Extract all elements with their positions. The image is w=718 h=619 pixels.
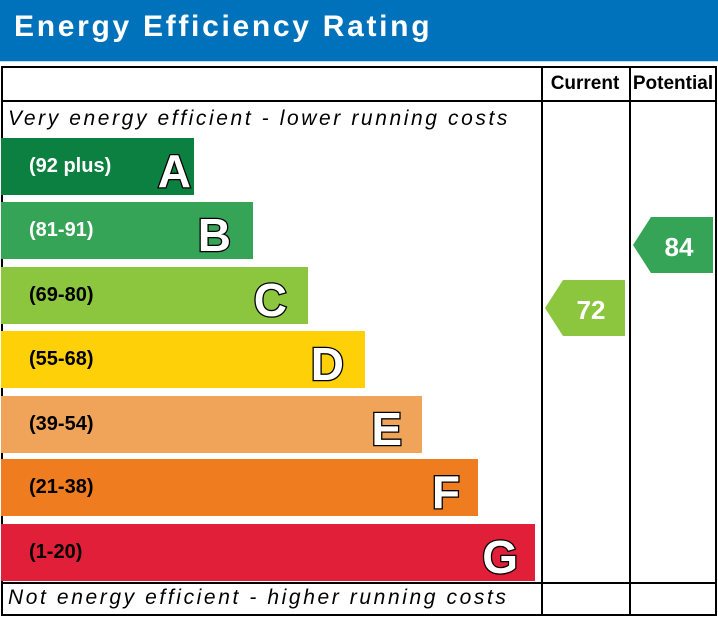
svg-text:72: 72 <box>577 295 606 325</box>
svg-text:D: D <box>311 338 344 388</box>
svg-text:E: E <box>371 403 402 453</box>
svg-text:C: C <box>254 274 287 324</box>
svg-text:A: A <box>158 145 191 195</box>
svg-text:84: 84 <box>665 232 694 262</box>
svg-text:G: G <box>482 531 518 581</box>
svg-text:F: F <box>432 466 460 516</box>
svg-text:B: B <box>197 209 230 259</box>
